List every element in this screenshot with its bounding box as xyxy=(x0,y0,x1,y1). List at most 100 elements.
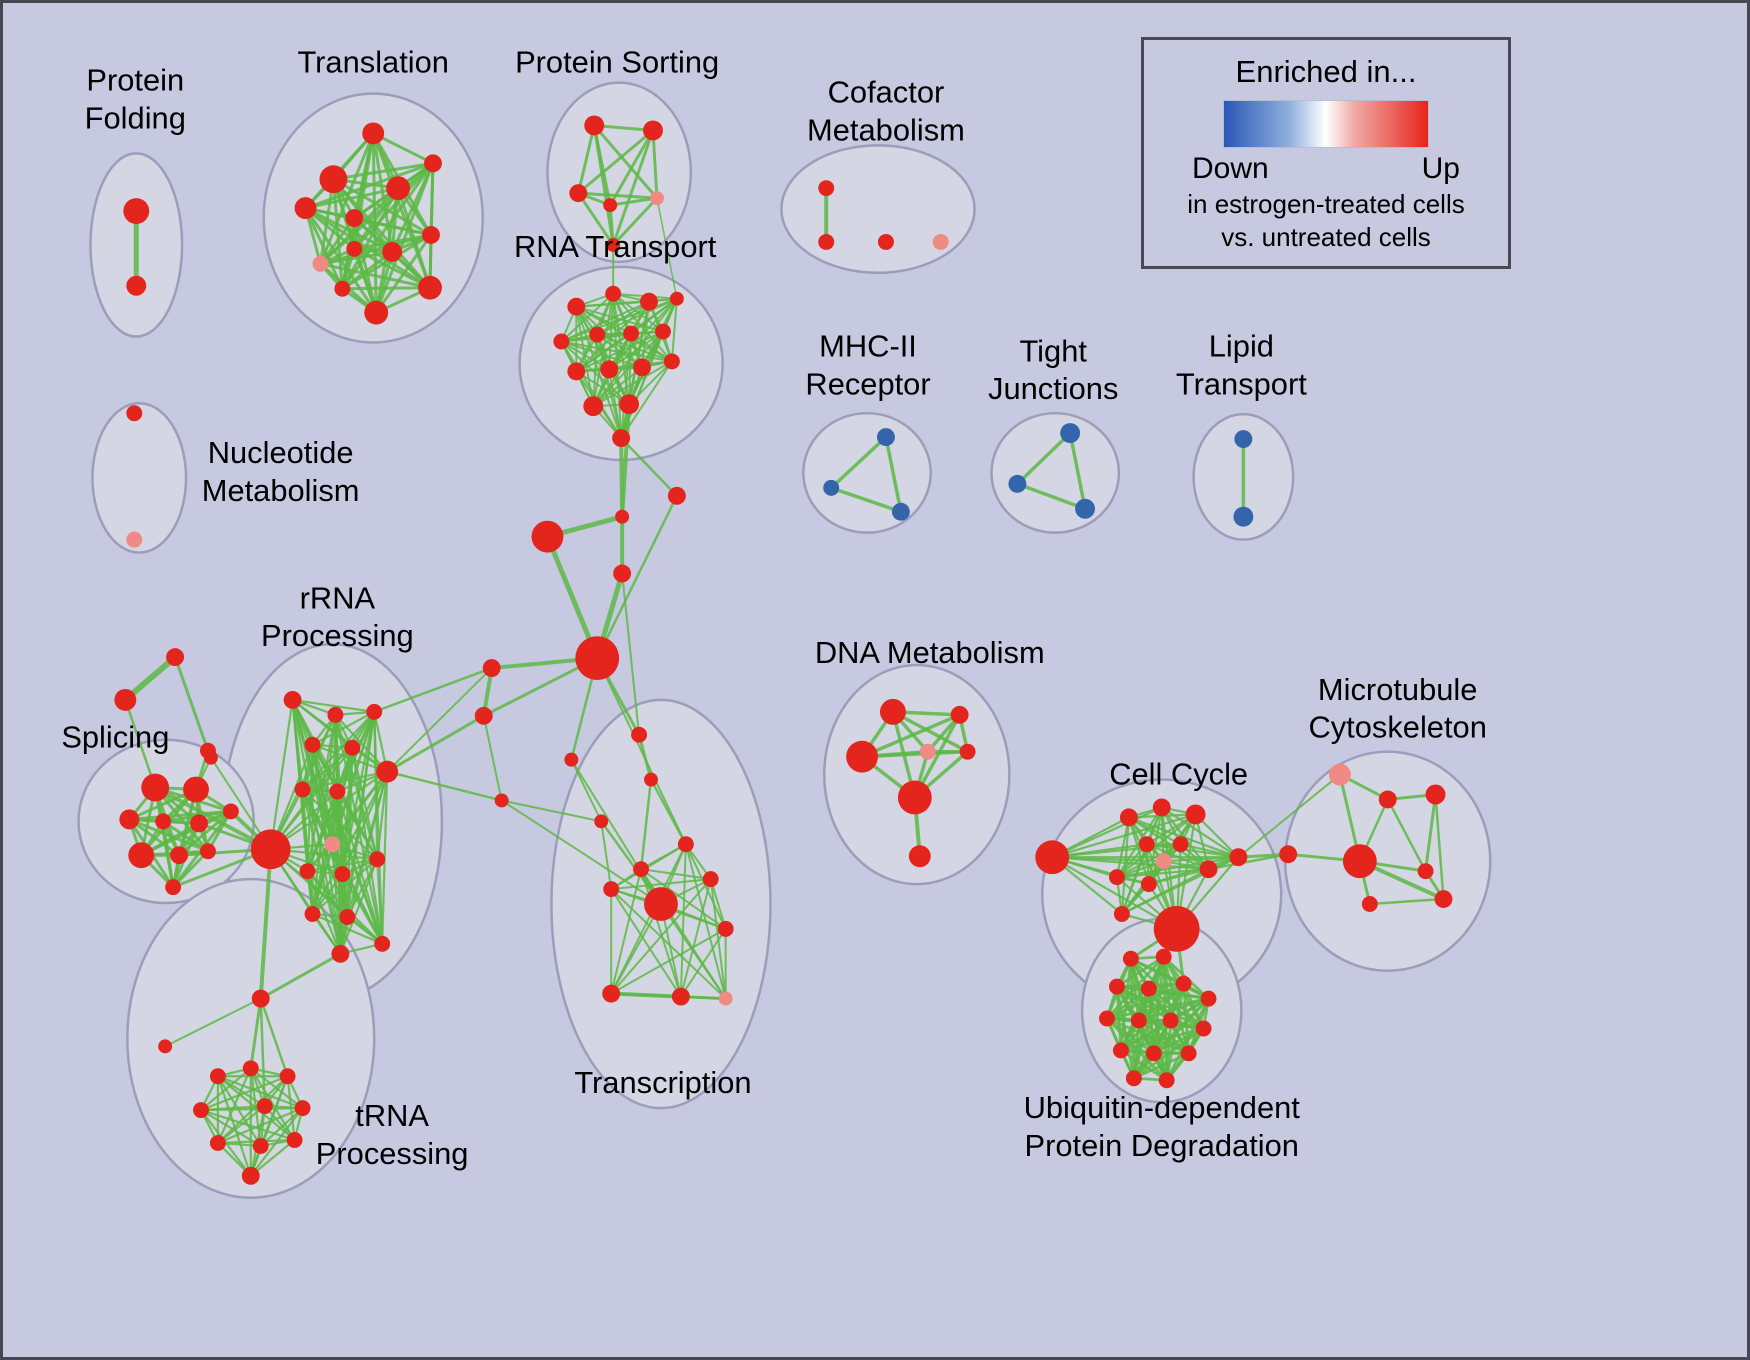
network-edge xyxy=(352,216,378,315)
gene-set-node xyxy=(376,760,399,783)
network-edge xyxy=(199,1108,296,1142)
network-edge xyxy=(259,997,289,1078)
gene-set-node xyxy=(123,198,150,225)
network-edge xyxy=(352,247,432,290)
network-edge xyxy=(1165,1019,1173,1082)
gene-set-node xyxy=(959,743,976,760)
network-edge xyxy=(596,297,678,336)
network-edge xyxy=(249,1138,296,1177)
gene-set-node xyxy=(126,531,143,548)
gene-set-node xyxy=(891,502,910,521)
gene-set-node xyxy=(1138,836,1155,853)
network-edge xyxy=(500,799,603,823)
network-edge xyxy=(340,286,432,291)
gene-set-node xyxy=(346,240,363,257)
cluster-ellipse-trna-processing xyxy=(126,877,376,1199)
network-edge xyxy=(1434,793,1445,901)
network-edge xyxy=(351,746,379,861)
network-edge xyxy=(291,698,376,713)
network-edge xyxy=(679,878,712,998)
network-edge xyxy=(649,778,688,846)
legend-caption-line2: vs. untreated cells xyxy=(1221,222,1431,252)
network-edge xyxy=(199,1067,252,1112)
gene-set-node xyxy=(165,879,182,896)
gene-set-node xyxy=(633,358,651,377)
gene-set-node xyxy=(671,987,690,1006)
gene-set-node xyxy=(382,241,403,262)
network-edge xyxy=(709,878,727,930)
network-edge xyxy=(1386,798,1427,873)
gene-set-node xyxy=(594,814,609,829)
network-edge xyxy=(311,843,334,916)
gene-set-node xyxy=(114,688,137,711)
network-edge xyxy=(306,858,379,873)
gene-set-node xyxy=(879,698,906,725)
cluster-label-cofactor-metabolism: Cofactor Metabolism xyxy=(807,75,965,148)
network-edge xyxy=(575,370,631,406)
network-edge xyxy=(311,912,384,945)
gene-set-node xyxy=(166,648,185,667)
gene-set-node xyxy=(422,226,440,244)
network-edge xyxy=(1120,843,1148,916)
gene-set-node xyxy=(1153,905,1200,952)
network-edge xyxy=(124,698,157,789)
network-edge xyxy=(621,572,641,736)
network-edge xyxy=(306,870,342,955)
gene-set-node xyxy=(1155,948,1172,965)
gene-set-node xyxy=(1199,860,1218,879)
network-edge xyxy=(249,1107,304,1177)
gene-set-node xyxy=(1195,1020,1212,1037)
gene-set-node xyxy=(623,325,640,342)
network-edge xyxy=(1115,856,1240,879)
gene-set-node xyxy=(818,233,835,250)
network-edge xyxy=(306,770,389,873)
gene-set-node xyxy=(283,690,302,709)
gene-set-node xyxy=(1112,1042,1129,1059)
network-edge xyxy=(600,820,613,891)
network-edge xyxy=(301,746,354,791)
network-edge xyxy=(1368,897,1445,906)
network-edge xyxy=(628,360,673,406)
gene-set-node xyxy=(1122,950,1139,967)
network-edge xyxy=(576,128,655,195)
cluster-ellipse-cofactor-metabolism xyxy=(780,144,976,275)
gene-set-node xyxy=(1145,1045,1162,1062)
gene-set-node xyxy=(876,428,895,447)
gene-set-node xyxy=(640,292,658,311)
gene-set-node xyxy=(1119,808,1138,827)
gene-set-node xyxy=(170,846,189,865)
network-edge xyxy=(385,770,503,802)
gene-set-node xyxy=(366,703,383,720)
gene-set-node xyxy=(494,793,509,808)
gene-set-node xyxy=(1378,790,1397,809)
gene-set-node xyxy=(334,280,351,297)
network-edge xyxy=(1237,773,1341,859)
gene-set-node xyxy=(1140,876,1157,893)
network-edge xyxy=(610,903,662,995)
gene-set-node xyxy=(242,1060,259,1077)
gene-set-node xyxy=(482,659,501,678)
network-edge xyxy=(575,330,664,373)
network-edge xyxy=(161,819,210,853)
network-edge xyxy=(1132,1019,1141,1080)
network-edge xyxy=(306,790,339,873)
gene-set-node xyxy=(126,275,147,296)
cluster-label-cell-cycle: Cell Cycle xyxy=(1109,757,1248,792)
network-edge xyxy=(596,657,687,846)
network-edge xyxy=(610,888,727,1000)
network-edge xyxy=(1137,997,1210,1022)
gene-set-node xyxy=(846,740,878,773)
network-edge xyxy=(374,233,433,315)
gene-set-node xyxy=(1417,863,1434,880)
gene-set-node xyxy=(1130,1012,1147,1029)
network-edge xyxy=(612,292,673,363)
network-edge xyxy=(346,858,379,919)
network-edge xyxy=(576,191,615,247)
gene-set-node xyxy=(564,752,579,767)
cluster-label-translation: Translation xyxy=(297,45,449,80)
gene-set-node xyxy=(304,905,321,922)
network-edge xyxy=(199,1107,304,1112)
network-edge xyxy=(609,991,683,999)
gene-set-node xyxy=(1172,836,1189,853)
